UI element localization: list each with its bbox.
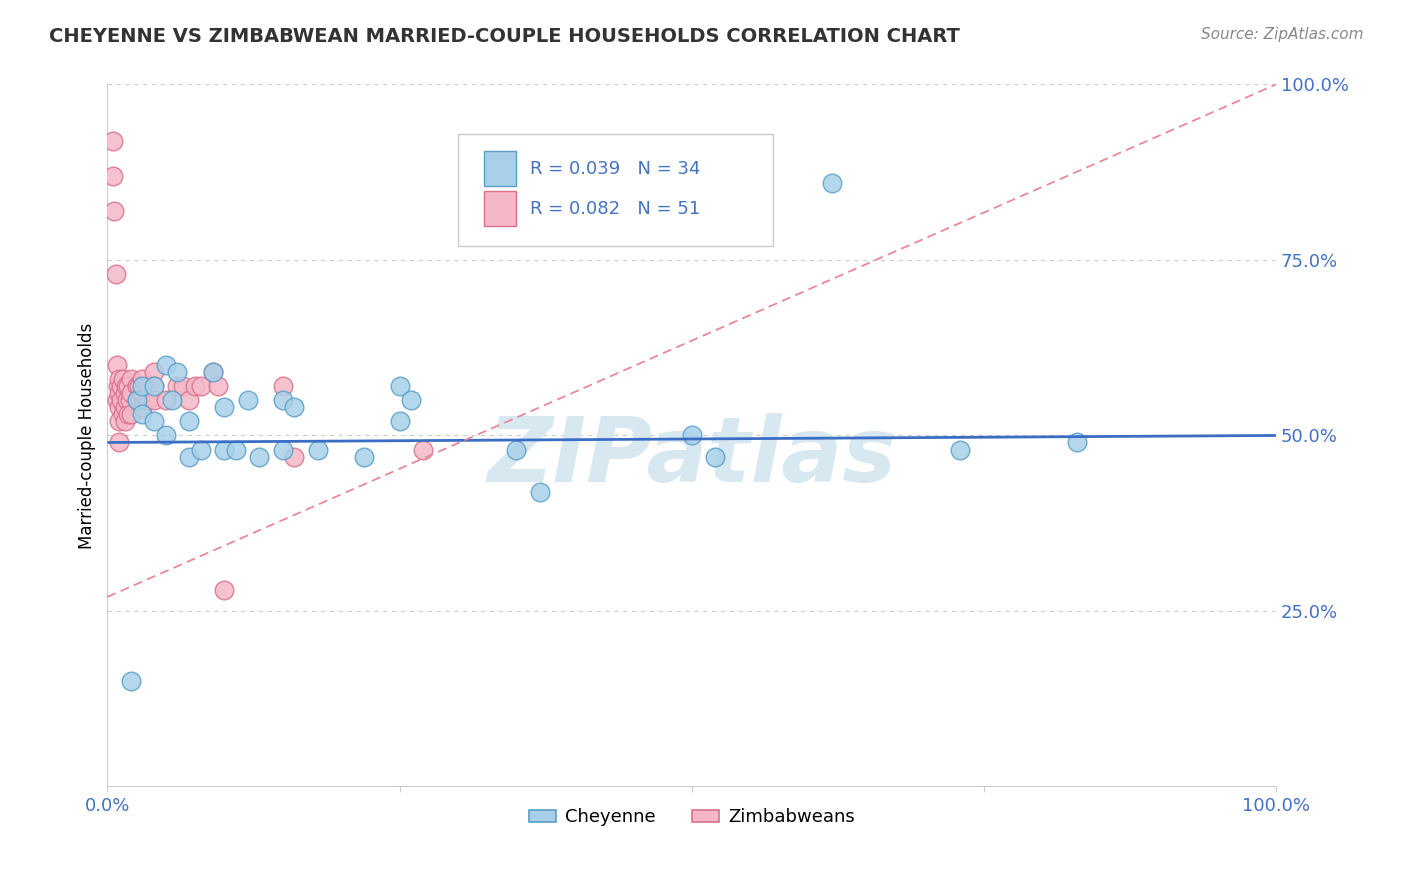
Point <box>108 386 131 401</box>
Point <box>129 393 152 408</box>
Point <box>143 414 166 428</box>
Y-axis label: Married-couple Households: Married-couple Households <box>79 322 96 549</box>
Point <box>179 393 201 408</box>
Point <box>125 393 148 408</box>
Point <box>283 450 305 464</box>
Point <box>353 450 375 464</box>
Point <box>108 401 131 415</box>
Point <box>179 450 201 464</box>
Text: ZIPatlas: ZIPatlas <box>486 412 896 500</box>
Point <box>207 379 229 393</box>
Bar <box>484 191 516 227</box>
Point <box>271 393 294 408</box>
Point <box>307 442 329 457</box>
Point <box>184 379 207 393</box>
Point <box>225 442 247 457</box>
Point <box>155 358 177 372</box>
Point <box>236 393 259 408</box>
Point <box>212 582 235 597</box>
Point <box>104 267 127 281</box>
Point <box>166 365 188 379</box>
Point <box>105 393 128 408</box>
Point <box>271 379 294 393</box>
Point <box>529 484 551 499</box>
Point <box>201 365 224 379</box>
Point <box>115 379 138 393</box>
Point <box>681 428 703 442</box>
Point <box>118 393 141 408</box>
Point <box>155 428 177 442</box>
Point <box>120 408 142 422</box>
Point <box>283 401 305 415</box>
Point <box>388 379 411 393</box>
Point <box>201 365 224 379</box>
Point <box>111 408 134 422</box>
FancyBboxPatch shape <box>458 134 773 246</box>
Point <box>143 379 166 393</box>
Point <box>103 134 125 148</box>
Point <box>143 393 166 408</box>
Point <box>160 393 183 408</box>
Point <box>125 393 148 408</box>
Point <box>111 372 134 386</box>
Point <box>117 379 139 393</box>
Point <box>212 442 235 457</box>
Text: R = 0.082   N = 51: R = 0.082 N = 51 <box>530 200 700 218</box>
Point <box>172 379 194 393</box>
Point <box>155 393 177 408</box>
Point <box>120 674 142 689</box>
Point <box>821 176 844 190</box>
Point <box>143 379 166 393</box>
Point <box>117 408 139 422</box>
Point <box>212 401 235 415</box>
Point <box>110 379 132 393</box>
Point <box>107 379 129 393</box>
Point <box>114 414 136 428</box>
Point <box>131 379 153 393</box>
Point <box>105 358 128 372</box>
Point <box>247 450 270 464</box>
Point <box>136 393 159 408</box>
Text: CHEYENNE VS ZIMBABWEAN MARRIED-COUPLE HOUSEHOLDS CORRELATION CHART: CHEYENNE VS ZIMBABWEAN MARRIED-COUPLE HO… <box>49 27 960 45</box>
Point <box>949 442 972 457</box>
Point <box>399 393 422 408</box>
Point <box>131 386 153 401</box>
Point <box>114 386 136 401</box>
Point <box>108 435 131 450</box>
Bar <box>484 151 516 186</box>
Point <box>179 414 201 428</box>
Point <box>412 442 434 457</box>
Point <box>117 393 139 408</box>
Point <box>125 379 148 393</box>
Point <box>704 450 727 464</box>
Point <box>128 379 150 393</box>
Point <box>108 414 131 428</box>
Point <box>271 442 294 457</box>
Point <box>1066 435 1088 450</box>
Point <box>110 393 132 408</box>
Legend: Cheyenne, Zimbabweans: Cheyenne, Zimbabweans <box>522 801 862 834</box>
Point <box>131 408 153 422</box>
Point <box>143 365 166 379</box>
Point <box>190 442 212 457</box>
Point <box>120 372 142 386</box>
Point <box>131 372 153 386</box>
Point <box>505 442 527 457</box>
Text: Source: ZipAtlas.com: Source: ZipAtlas.com <box>1201 27 1364 42</box>
Point <box>131 401 153 415</box>
Point <box>136 379 159 393</box>
Point <box>190 379 212 393</box>
Point <box>108 372 131 386</box>
Point <box>388 414 411 428</box>
Point <box>103 203 125 218</box>
Point <box>166 379 188 393</box>
Point <box>120 386 142 401</box>
Text: R = 0.039   N = 34: R = 0.039 N = 34 <box>530 160 702 178</box>
Point <box>114 401 136 415</box>
Point <box>103 169 125 183</box>
